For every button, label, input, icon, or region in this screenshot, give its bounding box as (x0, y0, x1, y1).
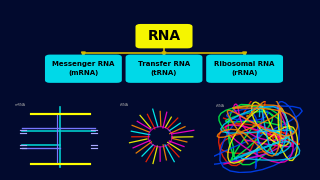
FancyBboxPatch shape (45, 55, 122, 83)
Text: Transfer RNA
(tRNA): Transfer RNA (tRNA) (138, 62, 190, 76)
Text: RNA: RNA (148, 29, 180, 43)
Text: rRNA: rRNA (216, 103, 225, 108)
Text: Messenger RNA
(mRNA): Messenger RNA (mRNA) (52, 62, 115, 76)
FancyBboxPatch shape (125, 55, 203, 83)
Text: Ribosomal RNA
(rRNA): Ribosomal RNA (rRNA) (214, 62, 275, 76)
Text: tRNA: tRNA (120, 103, 129, 107)
Text: mRNA: mRNA (15, 103, 26, 107)
FancyBboxPatch shape (206, 55, 283, 83)
FancyBboxPatch shape (135, 24, 193, 48)
